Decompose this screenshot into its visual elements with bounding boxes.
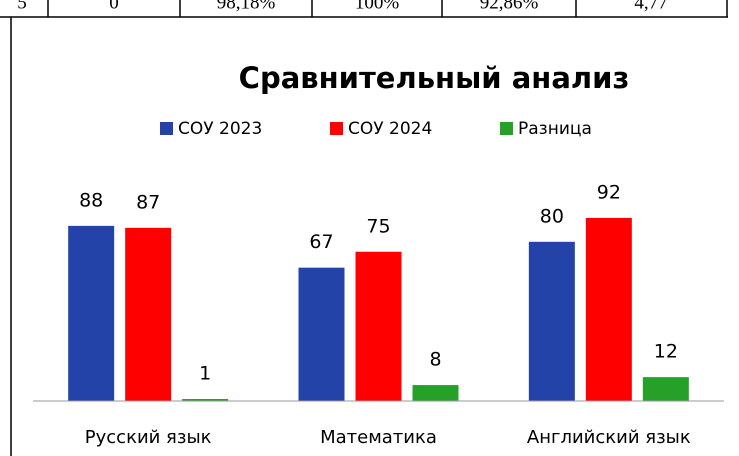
table-cell: 5 (17, 0, 27, 13)
bar (298, 267, 345, 401)
bar (585, 217, 632, 401)
bar (182, 399, 229, 401)
legend-swatch (160, 122, 173, 135)
data-label: 12 (654, 341, 678, 363)
legend-label: СОУ 2023 (178, 119, 262, 139)
bar (68, 225, 115, 401)
legend-swatch (330, 122, 343, 135)
table-cell: 0 (109, 0, 119, 13)
x-tick-label: Русский язык (85, 427, 212, 448)
chart-title: Сравнительный анализ (239, 61, 630, 95)
table-cell: 4,77 (634, 0, 667, 13)
data-label: 1 (199, 363, 211, 385)
bar (528, 241, 575, 401)
x-tick-label: Математика (320, 427, 437, 448)
data-label: 8 (429, 349, 441, 371)
bar (412, 385, 459, 401)
data-label: 88 (79, 189, 103, 211)
bar (642, 377, 689, 401)
x-tick-label: Английский язык (527, 427, 691, 448)
table-cell: 92,86% (480, 0, 539, 13)
data-label: 87 (136, 191, 160, 213)
data-label: 92 (597, 181, 621, 203)
table-cell: 98,18% (217, 0, 276, 13)
data-label: 67 (309, 231, 333, 253)
data-label: 75 (366, 215, 390, 237)
legend-label: СОУ 2024 (348, 119, 432, 139)
bar (125, 227, 172, 401)
legend-label: Разница (518, 119, 592, 139)
table-cell: 100% (355, 0, 400, 13)
legend-swatch (500, 122, 513, 135)
bar (355, 251, 402, 401)
data-label: 80 (540, 205, 564, 227)
